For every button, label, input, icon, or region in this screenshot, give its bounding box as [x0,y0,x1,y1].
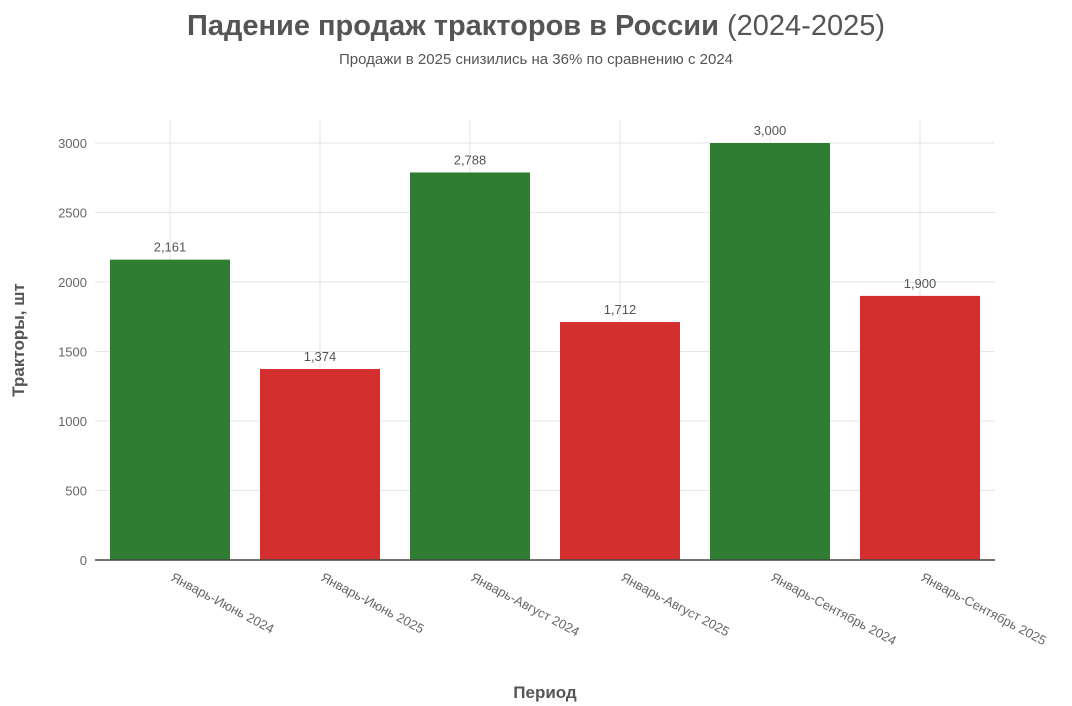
bar [560,322,680,560]
chart-title: Падение продаж тракторов в России (2024-… [0,8,1072,44]
bar [860,295,980,560]
x-tick-label: Январь-Июнь 2025 [319,569,427,636]
y-tick-label: 1000 [58,414,87,429]
x-tick-label: Январь-Август 2025 [619,569,732,639]
chart-title-years: (2024-2025) [726,10,885,42]
chart-subtitle: Продажи в 2025 снизились на 36% по сравн… [338,51,734,68]
data-label: 2,788 [454,152,487,167]
x-tick-label: Январь-Июнь 2024 [169,569,277,636]
y-tick-label: 2000 [58,275,87,290]
x-tick-label: Январь-Сентябрь 2025 [919,569,1049,648]
x-tick-label: Январь-Август 2024 [469,569,582,639]
y-tick-label: 500 [65,484,87,499]
data-label: 1,900 [904,276,937,291]
y-axis-label: Тракторы, шт [9,283,28,396]
data-label: 1,712 [604,302,637,317]
data-label: 2,161 [154,240,187,255]
y-axis-ticks: 0 500 1000 1500 2000 2500 3000 [58,136,87,568]
bar [260,369,380,560]
bar [410,172,530,560]
bar [710,143,830,560]
x-tick-label: Январь-Сентябрь 2024 [769,569,899,648]
data-label: 1,374 [304,349,337,364]
data-labels: 2,161 1,374 2,788 1,712 3,000 1,900 [154,123,937,364]
y-tick-label: 3000 [58,136,87,151]
bar [110,259,230,560]
data-label: 3,000 [754,123,787,138]
y-tick-label: 2500 [58,206,87,221]
x-axis-label: Период [513,683,577,702]
chart-title-main: Падение продаж тракторов в России [187,10,719,42]
y-tick-label: 0 [80,553,87,568]
bars [110,143,980,560]
y-tick-label: 1500 [58,345,87,360]
x-axis-ticks: Январь-Июнь 2024 Январь-Июнь 2025 Январь-А… [169,569,1049,648]
